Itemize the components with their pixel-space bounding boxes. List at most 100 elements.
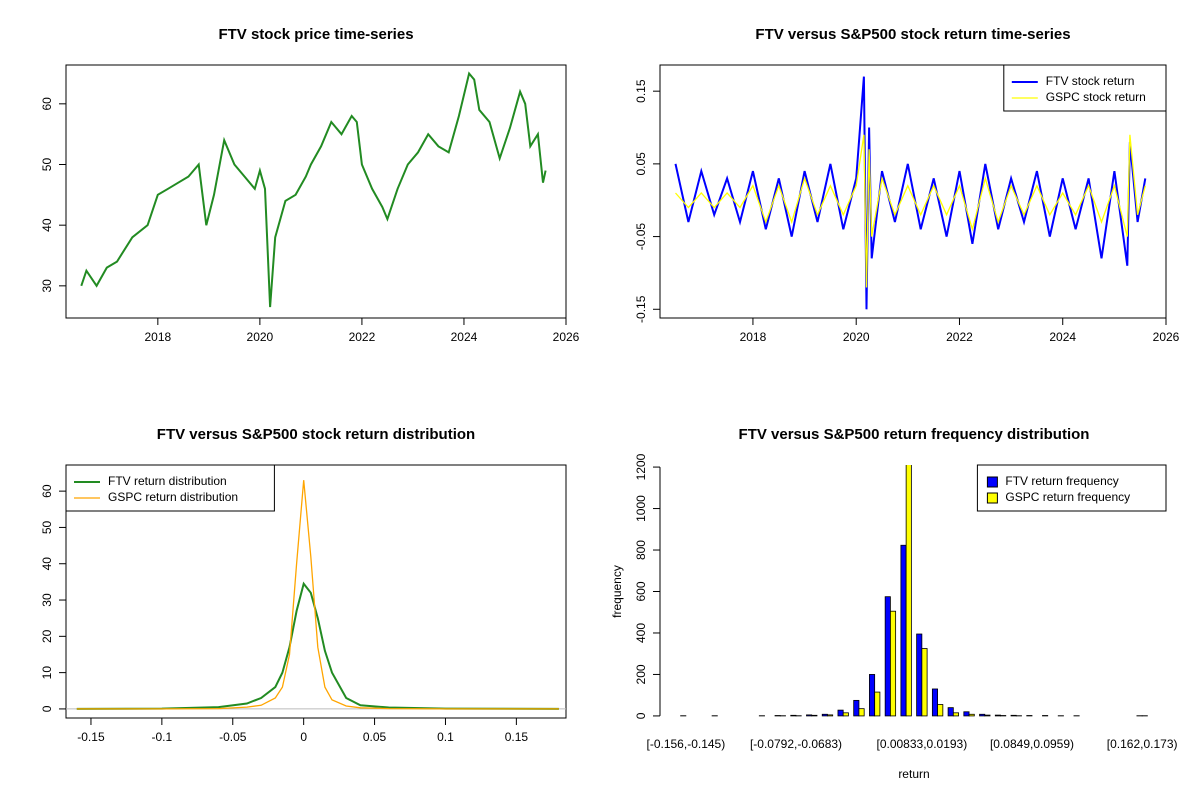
y-tick-label: 50 — [40, 158, 54, 172]
y-tick-label: 40 — [40, 218, 54, 232]
y-tick-label: 40 — [40, 557, 54, 571]
x-tick-label: 0.1 — [437, 730, 454, 744]
bar — [837, 709, 844, 717]
x-tick-label: 2018 — [740, 330, 767, 344]
bar — [874, 691, 881, 717]
series-line — [80, 71, 547, 308]
bar — [979, 713, 986, 717]
x-tick-label: 2022 — [946, 330, 973, 344]
y-tick-label: 50 — [40, 520, 54, 534]
bar — [827, 714, 834, 717]
bar — [869, 674, 876, 717]
y-tick-label: 30 — [40, 279, 54, 293]
series-line — [674, 76, 1147, 310]
x-tick-label: 2020 — [247, 330, 274, 344]
chart-title: FTV stock price time-series — [218, 26, 413, 43]
x-tick-label: 0.15 — [505, 730, 529, 744]
legend-label: FTV return frequency — [1005, 474, 1118, 488]
bar — [900, 544, 907, 717]
y-tick-label: 60 — [40, 484, 54, 498]
bar — [916, 633, 923, 717]
y-tick-label: -0.15 — [634, 295, 648, 323]
series-line — [76, 581, 559, 710]
plot-area — [80, 71, 547, 308]
bar — [905, 465, 912, 717]
y-tick-label: 0.15 — [634, 79, 648, 103]
bar — [968, 713, 975, 717]
bar — [947, 707, 954, 717]
y-tick-label: -0.05 — [634, 223, 648, 251]
chart-title: FTV versus S&P500 stock return time-seri… — [755, 26, 1070, 43]
y-tick-label: 800 — [634, 540, 648, 560]
plot-area — [674, 76, 1147, 310]
legend-label: FTV return distribution — [108, 474, 227, 488]
chart-title: FTV versus S&P500 return frequency distr… — [739, 426, 1090, 443]
bar — [931, 688, 938, 717]
x-tick-label: 2024 — [1049, 330, 1076, 344]
legend-label: GSPC return distribution — [108, 490, 238, 504]
legend-label: GSPC stock return — [1046, 90, 1146, 104]
y-tick-label: 1200 — [634, 453, 648, 480]
bar — [963, 711, 970, 717]
plot-area — [76, 480, 559, 710]
bar — [806, 714, 813, 717]
plot-area — [680, 465, 1148, 717]
x-tick-label: 0.05 — [363, 730, 387, 744]
bar — [921, 648, 928, 717]
x-tick-label: 2024 — [451, 330, 478, 344]
x-tick-label: [0.0849,0.0959) — [990, 737, 1074, 751]
y-tick-label: 30 — [40, 593, 54, 607]
x-tick-label: 2018 — [144, 330, 171, 344]
y-axis-label: frequency — [610, 565, 624, 618]
y-tick-label: 200 — [634, 664, 648, 684]
legend-label: GSPC return frequency — [1005, 490, 1130, 504]
bar — [884, 596, 891, 717]
x-tick-label: -0.15 — [77, 730, 105, 744]
legend-box — [976, 464, 1167, 512]
x-tick-label: 2026 — [553, 330, 580, 344]
bar — [994, 714, 1001, 717]
x-axis-label: return — [898, 767, 929, 781]
bar — [853, 699, 860, 717]
bar — [858, 708, 865, 717]
legend-label: FTV stock return — [1046, 74, 1135, 88]
bar — [821, 713, 828, 717]
x-tick-label: 2022 — [349, 330, 376, 344]
bar — [984, 714, 991, 717]
y-tick-label: 0.05 — [634, 152, 648, 176]
y-tick-label: 20 — [40, 629, 54, 643]
y-tick-label: 10 — [40, 666, 54, 680]
bar — [952, 712, 959, 717]
y-tick-label: 400 — [634, 623, 648, 643]
bar — [937, 704, 944, 717]
plot-box — [65, 64, 567, 319]
y-tick-label: 1000 — [634, 495, 648, 522]
legend-swatch — [986, 476, 998, 488]
y-tick-label: 0 — [634, 712, 648, 719]
bar — [842, 712, 849, 717]
x-tick-label: [0.00833,0.0193) — [876, 737, 967, 751]
x-tick-label: 2020 — [843, 330, 870, 344]
legend-swatch — [986, 492, 998, 504]
series-line — [675, 134, 1146, 288]
x-tick-label: 2026 — [1153, 330, 1180, 344]
x-tick-label: [-0.156,-0.145) — [647, 737, 726, 751]
bar — [790, 714, 797, 717]
legend-box — [1003, 64, 1167, 112]
y-tick-label: 600 — [634, 581, 648, 601]
bar — [890, 610, 897, 717]
y-tick-label: 60 — [40, 97, 54, 111]
x-tick-label: [0.162,0.173) — [1107, 737, 1178, 751]
chart-title: FTV versus S&P500 stock return distribut… — [157, 426, 475, 443]
x-tick-label: [-0.0792,-0.0683) — [750, 737, 842, 751]
bar — [1010, 714, 1017, 717]
x-tick-label: 0 — [300, 730, 307, 744]
legend-box — [65, 464, 275, 512]
x-tick-label: -0.1 — [152, 730, 173, 744]
x-tick-label: -0.05 — [219, 730, 247, 744]
bar — [811, 714, 818, 717]
series-line — [76, 480, 559, 710]
y-tick-label: 0 — [40, 705, 54, 712]
